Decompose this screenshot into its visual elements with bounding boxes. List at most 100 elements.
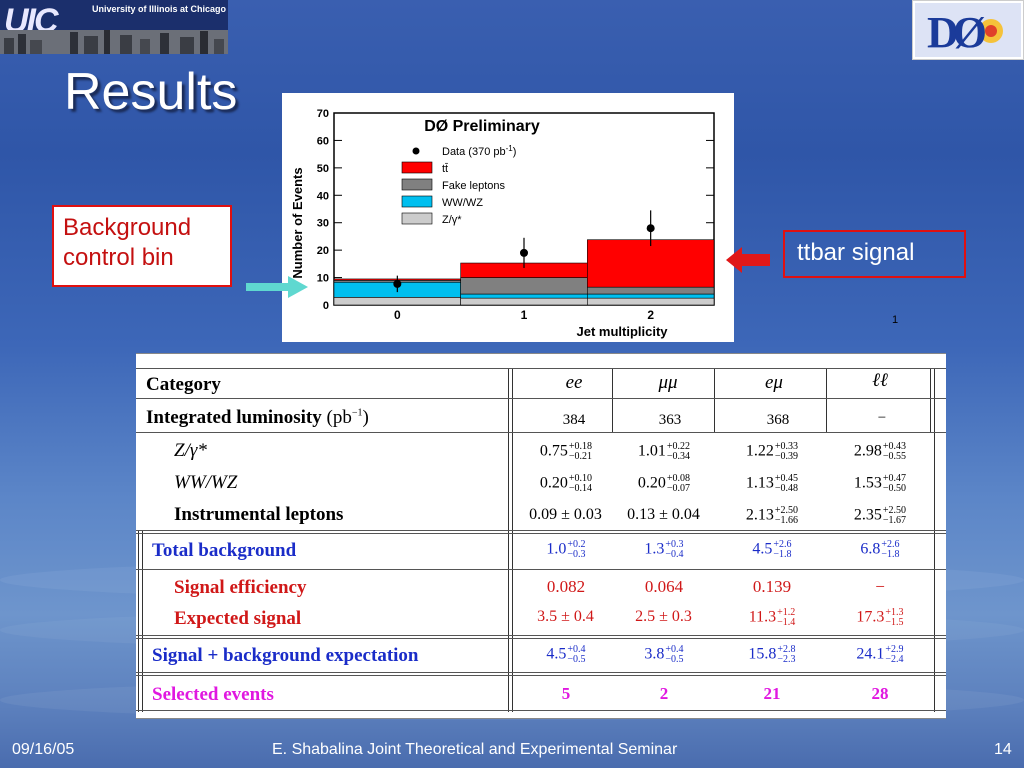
d0-logo: DØ — [912, 0, 1024, 60]
x-tick-label: 2 — [647, 308, 654, 322]
lumi-value: 368 — [766, 412, 790, 428]
table-value: 0.75 +0.18 −0.21 — [516, 442, 616, 462]
value-lower-error: −0.07 — [666, 483, 691, 494]
table-rule — [136, 398, 946, 399]
value-central: 1.01 — [637, 442, 666, 460]
value-uncertainty: +0.4 −0.5 — [567, 645, 585, 665]
table-value: 1.0 +0.2 −0.3 — [516, 540, 616, 560]
column-divider — [508, 368, 509, 712]
lumi-value: 363 — [658, 412, 682, 428]
column-header-mumu: μμ — [658, 372, 678, 393]
column-divider — [512, 368, 513, 712]
value-upper-error: +0.10 — [568, 473, 593, 484]
value-upper-error: +0.33 — [774, 441, 799, 452]
category-header: Category — [146, 374, 221, 395]
value-uncertainty: +0.3 −0.4 — [665, 540, 683, 560]
skyline-image — [0, 30, 228, 54]
column-divider — [138, 530, 139, 712]
plot-title: DØ Preliminary — [424, 118, 540, 135]
value-lower-error: −1.5 — [885, 617, 904, 628]
value-upper-error: +0.2 — [567, 539, 586, 550]
value-uncertainty: +0.45 −0.48 — [775, 474, 798, 494]
footer-title: E. Shabalina Joint Theoretical and Exper… — [272, 741, 678, 758]
lumi-unit: (pb−1) — [327, 407, 369, 428]
value-lower-error: −1.8 — [773, 549, 792, 560]
value-upper-error: +0.18 — [568, 441, 593, 452]
table-value: 0.139 — [752, 577, 792, 596]
table-value: 1.3 +0.3 −0.4 — [614, 540, 714, 560]
row-label: Expected signal — [174, 608, 302, 629]
table-value: 2 — [659, 684, 669, 703]
value-lower-error: −0.39 — [774, 451, 799, 462]
value-uncertainty: +0.2 −0.3 — [567, 540, 585, 560]
lumi-label-text: Integrated luminosity — [146, 407, 327, 428]
value-uncertainty: +0.10 −0.14 — [569, 474, 592, 494]
table-value: 5 — [561, 684, 571, 703]
table-value: 11.3 +1.2 −1.4 — [722, 608, 822, 628]
left-arrow-icon — [726, 247, 770, 273]
table-value: 0.13 ± 0.04 — [614, 506, 714, 524]
value-central: 0.09 ± 0.03 — [529, 506, 602, 523]
value-lower-error: −0.5 — [665, 654, 684, 665]
value-central: 4.5 — [546, 645, 567, 663]
table-value: 28 — [871, 684, 889, 703]
y-axis-label: Number of Events — [290, 167, 305, 278]
value-upper-error: +0.4 — [665, 644, 684, 655]
value-lower-error: −0.5 — [567, 654, 586, 665]
value-lower-error: −0.34 — [666, 451, 691, 462]
plot-svg: 0 10 20 30 40 50 60 70 0 1 2 Data (370 pb-1) tt̄ Fak… — [290, 108, 715, 339]
value-central: 2.13 — [745, 506, 774, 524]
value-central: 2.35 — [853, 506, 882, 524]
value-uncertainty: +0.18 −0.21 — [569, 442, 592, 462]
value-upper-error: +1.2 — [777, 607, 796, 618]
x-tick-label: 0 — [394, 308, 401, 322]
uic-logo: UIC University of Illinois at Chicago — [0, 0, 228, 54]
x-tick-label: 1 — [521, 308, 528, 322]
callout-line: Background — [63, 214, 192, 241]
table-value: 2.5 ± 0.3 — [614, 608, 714, 626]
value-central: 6.8 — [860, 540, 881, 558]
value-central: 1.13 — [745, 474, 774, 492]
table-rule — [136, 672, 946, 673]
row-label: WW/WZ — [174, 472, 238, 493]
lumi-value: 384 — [562, 412, 586, 428]
table-value: 3.5 ± 0.4 — [516, 608, 616, 626]
table-value: 4.5 +2.6 −1.8 — [722, 540, 822, 560]
value-uncertainty: +0.08 −0.07 — [667, 474, 690, 494]
value-upper-error: +0.22 — [666, 441, 691, 452]
bar-segment — [460, 293, 588, 299]
footer-date: 09/16/05 — [12, 741, 75, 758]
lumi-label: Integrated luminosity (pb−1) — [146, 407, 369, 429]
value-upper-error: +0.47 — [882, 473, 907, 484]
value-lower-error: −1.67 — [882, 515, 907, 526]
value-central: 24.1 — [856, 645, 885, 663]
table-value: 4.5 +0.4 −0.5 — [516, 645, 616, 665]
y-tick-label: 30 — [317, 218, 329, 230]
y-tick-label: 50 — [317, 163, 329, 175]
legend-swatch — [401, 212, 433, 225]
value-central: 2.5 ± 0.3 — [635, 608, 692, 625]
legend-label: Fake leptons — [442, 180, 505, 192]
legend-swatch — [401, 161, 433, 174]
table-rule — [136, 635, 946, 636]
value-lower-error: −2.4 — [885, 654, 904, 665]
table-value: 15.8 +2.8 −2.3 — [722, 645, 822, 665]
legend-label: Z/γ* — [442, 214, 462, 226]
value-uncertainty: +2.6 −1.8 — [881, 540, 899, 560]
value-uncertainty: +0.47 −0.50 — [883, 474, 906, 494]
bar-segment — [587, 239, 715, 288]
value-lower-error: −0.50 — [882, 483, 907, 494]
slide-number: 14 — [994, 741, 1012, 758]
table-rule — [136, 368, 946, 369]
value-lower-error: −0.14 — [568, 483, 593, 494]
results-table: Category ee μμ eμ ℓℓ Integrated luminosi… — [136, 353, 946, 719]
row-label: Signal + background expectation — [152, 645, 419, 666]
value-lower-error: −0.3 — [567, 549, 586, 560]
value-central: 3.5 ± 0.4 — [537, 608, 594, 625]
legend-label: Data (370 pb-1) — [442, 144, 516, 158]
table-value: 0.20 +0.08 −0.07 — [614, 474, 714, 494]
row-label: Total background — [152, 540, 297, 561]
legend-swatch — [401, 195, 433, 208]
lumi-value: − — [877, 410, 887, 426]
legend-label: tt̄ — [442, 163, 448, 175]
